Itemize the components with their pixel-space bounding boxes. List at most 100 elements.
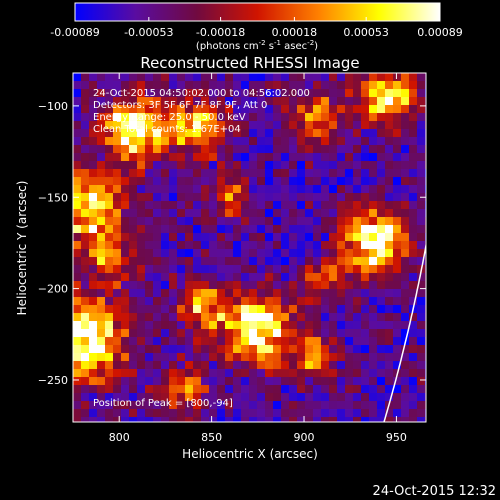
heatmap-cell bbox=[193, 345, 202, 354]
heatmap-cell bbox=[305, 161, 314, 170]
heatmap-cell bbox=[401, 273, 410, 282]
heatmap-cell bbox=[121, 137, 130, 146]
heatmap-cell bbox=[353, 313, 362, 322]
heatmap-cell bbox=[329, 129, 338, 138]
heatmap-cell bbox=[137, 265, 146, 274]
heatmap-cell bbox=[185, 201, 194, 210]
heatmap-cell bbox=[169, 265, 178, 274]
heatmap-cell bbox=[409, 169, 418, 178]
heatmap-cell bbox=[377, 241, 386, 250]
heatmap-cell bbox=[225, 289, 234, 298]
heatmap-cell bbox=[113, 345, 122, 354]
heatmap-cell bbox=[249, 321, 258, 330]
heatmap-cell bbox=[105, 241, 114, 250]
heatmap-cell bbox=[193, 265, 202, 274]
heatmap-cell bbox=[137, 369, 146, 378]
heatmap-cell bbox=[369, 297, 378, 306]
heatmap-cell bbox=[329, 417, 338, 422]
heatmap-cell bbox=[257, 89, 266, 98]
heatmap-cell bbox=[225, 169, 234, 178]
heatmap-cell bbox=[409, 345, 418, 354]
heatmap-cell bbox=[153, 409, 162, 418]
heatmap-cell bbox=[281, 153, 290, 162]
heatmap-cell bbox=[169, 417, 178, 422]
heatmap-cell bbox=[169, 353, 178, 362]
heatmap-cell bbox=[273, 89, 282, 98]
heatmap-cell bbox=[209, 217, 218, 226]
heatmap-cell bbox=[345, 273, 354, 282]
heatmap-cell bbox=[297, 193, 306, 202]
heatmap-cell bbox=[209, 145, 218, 154]
heatmap-cell bbox=[113, 201, 122, 210]
heatmap-cell bbox=[161, 273, 170, 282]
heatmap-cell bbox=[321, 145, 330, 154]
heatmap-cell bbox=[321, 297, 330, 306]
heatmap-cell bbox=[361, 273, 370, 282]
heatmap-cell bbox=[281, 385, 290, 394]
heatmap-cell bbox=[169, 345, 178, 354]
heatmap-cell bbox=[209, 337, 218, 346]
heatmap-cell bbox=[153, 241, 162, 250]
heatmap-cell bbox=[257, 305, 266, 314]
heatmap-cell bbox=[393, 241, 402, 250]
heatmap-cell bbox=[353, 361, 362, 370]
heatmap-cell bbox=[401, 73, 410, 82]
heatmap-cell bbox=[233, 361, 242, 370]
heatmap-cell bbox=[81, 393, 90, 402]
heatmap-cell bbox=[337, 353, 346, 362]
heatmap-cell bbox=[265, 185, 274, 194]
heatmap-cell bbox=[129, 233, 138, 242]
heatmap-cell bbox=[257, 201, 266, 210]
heatmap-cell bbox=[97, 257, 106, 266]
heatmap-cell bbox=[169, 369, 178, 378]
heatmap-cell bbox=[409, 177, 418, 186]
heatmap-cell bbox=[257, 233, 266, 242]
heatmap-cell bbox=[145, 177, 154, 186]
heatmap-cell bbox=[169, 89, 178, 98]
heatmap-cell bbox=[145, 145, 154, 154]
heatmap-cell bbox=[201, 401, 210, 410]
heatmap-cell bbox=[161, 345, 170, 354]
heatmap-cell bbox=[177, 233, 186, 242]
heatmap-cell bbox=[257, 321, 266, 330]
heatmap-cell bbox=[321, 265, 330, 274]
heatmap-cell bbox=[137, 321, 146, 330]
heatmap-cell bbox=[265, 289, 274, 298]
heatmap-cell bbox=[297, 377, 306, 386]
heatmap-cell bbox=[161, 73, 170, 82]
heatmap-cell bbox=[161, 145, 170, 154]
heatmap-cell bbox=[401, 209, 410, 218]
heatmap-cell bbox=[217, 273, 226, 282]
heatmap-cell bbox=[161, 385, 170, 394]
heatmap-cell bbox=[89, 241, 98, 250]
heatmap-cell bbox=[385, 201, 394, 210]
heatmap-cell bbox=[185, 153, 194, 162]
heatmap-cell bbox=[233, 313, 242, 322]
heatmap-cell bbox=[225, 145, 234, 154]
heatmap-cell bbox=[193, 257, 202, 266]
heatmap-cell bbox=[121, 97, 130, 106]
heatmap-cell bbox=[345, 97, 354, 106]
heatmap-cell bbox=[353, 129, 362, 138]
heatmap-cell bbox=[353, 153, 362, 162]
heatmap-cell bbox=[417, 249, 426, 258]
heatmap-cell bbox=[337, 97, 346, 106]
heatmap-cell bbox=[361, 265, 370, 274]
heatmap-cell bbox=[393, 129, 402, 138]
heatmap-cell bbox=[161, 97, 170, 106]
heatmap-cell bbox=[241, 345, 250, 354]
heatmap-cell bbox=[361, 121, 370, 130]
heatmap-cell bbox=[385, 177, 394, 186]
heatmap-cell bbox=[105, 369, 114, 378]
heatmap-cell bbox=[129, 401, 138, 410]
heatmap-cell bbox=[121, 297, 130, 306]
heatmap-cell bbox=[273, 209, 282, 218]
heatmap-cell bbox=[265, 225, 274, 234]
heatmap-cell bbox=[249, 209, 258, 218]
heatmap-cell bbox=[305, 417, 314, 422]
heatmap-cell bbox=[241, 393, 250, 402]
heatmap-cell bbox=[105, 209, 114, 218]
heatmap-cell bbox=[377, 121, 386, 130]
heatmap-cell bbox=[225, 393, 234, 402]
heatmap-cell bbox=[233, 393, 242, 402]
